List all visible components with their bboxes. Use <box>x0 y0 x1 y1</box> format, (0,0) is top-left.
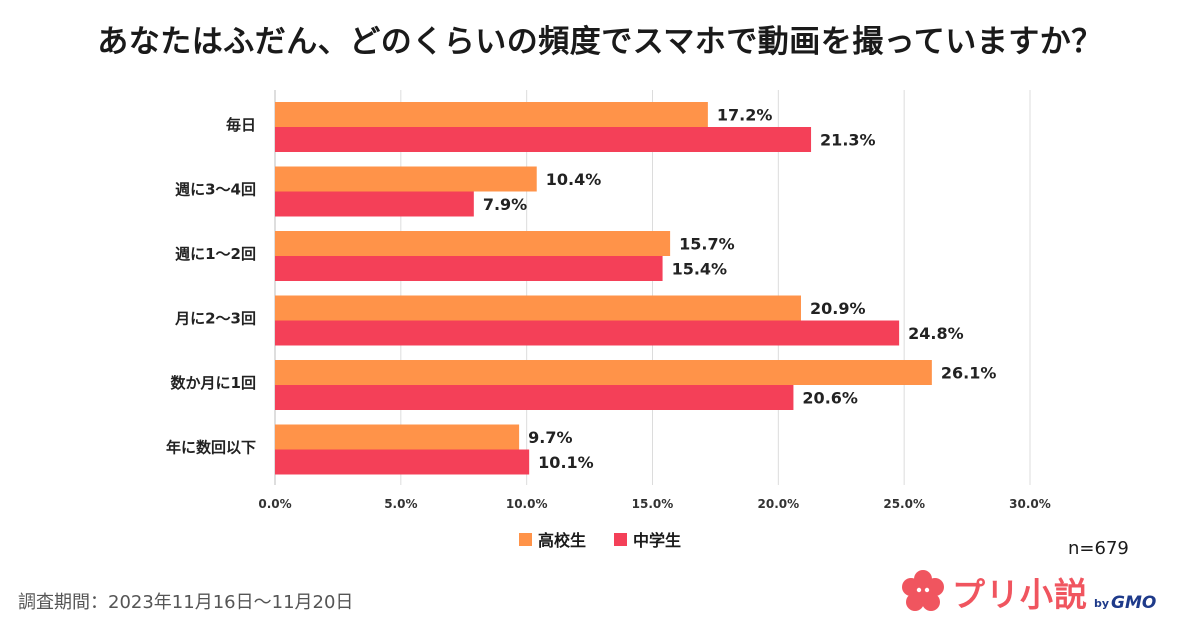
bar-junior-high <box>275 320 900 346</box>
data-label: 9.7% <box>528 428 572 447</box>
data-label: 26.1% <box>941 364 997 383</box>
bar-junior-high <box>275 385 794 410</box>
legend: 高校生 中学生 <box>0 527 1200 551</box>
x-tick-label: 20.0% <box>758 497 800 511</box>
category-label: 年に数回以下 <box>166 439 256 457</box>
bar-high-school <box>275 360 932 385</box>
bar-high-school <box>275 102 708 127</box>
sample-size: n=679 <box>1068 538 1129 559</box>
bar-junior-high <box>275 191 474 217</box>
x-tick-label: 10.0% <box>506 497 548 511</box>
bar-junior-high <box>275 127 812 152</box>
data-label: 20.9% <box>810 299 866 318</box>
chart-title: あなたはふだん、どのくらいの頻度でスマホで動画を撮っていますか？ <box>97 24 1103 60</box>
data-label: 15.4% <box>672 260 728 279</box>
data-label: 17.2% <box>717 106 773 125</box>
legend-label-junior-high: 中学生 <box>633 531 682 550</box>
data-label: 21.3% <box>820 131 876 150</box>
brand-logo: プリ小説 by GMO <box>900 566 1185 618</box>
legend-swatch-high-school <box>518 532 532 546</box>
data-label: 15.7% <box>679 235 735 254</box>
x-tick-label: 30.0% <box>1009 497 1051 511</box>
bar-high-school <box>275 166 537 192</box>
legend-label-high-school: 高校生 <box>537 531 586 550</box>
x-tick-label: 0.0% <box>258 497 291 511</box>
bar-junior-high <box>275 256 663 281</box>
category-label: 数か月に1回 <box>171 374 256 392</box>
bar-high-school <box>275 424 520 450</box>
data-label: 10.4% <box>546 170 602 189</box>
logo-text: プリ小説 <box>952 575 1088 614</box>
x-tick-label: 15.0% <box>632 497 674 511</box>
x-tick-label: 5.0% <box>384 497 417 511</box>
data-label: 20.6% <box>802 389 858 408</box>
data-label: 10.1% <box>538 453 594 472</box>
bar-high-school <box>275 295 801 321</box>
data-label: 24.8% <box>908 324 964 343</box>
survey-period: 調査期間：2023年11月16日〜11月20日 <box>18 592 354 613</box>
category-label: 月に2〜3回 <box>174 310 256 328</box>
bar-junior-high <box>275 449 530 475</box>
legend-swatch-junior-high <box>614 532 627 546</box>
data-label: 7.9% <box>483 195 527 214</box>
logo-brand: GMO <box>1111 593 1157 613</box>
x-tick-label: 25.0% <box>883 497 925 511</box>
bar-high-school <box>275 231 671 256</box>
legend-item-junior-high: 中学生 <box>614 527 681 551</box>
category-label: 週に3〜4回 <box>175 181 256 199</box>
category-label: 週に1〜2回 <box>175 245 256 263</box>
legend-item-high-school: 高校生 <box>518 527 586 551</box>
logo-by: by <box>1094 597 1110 610</box>
category-label: 毎日 <box>226 116 256 134</box>
flower-logo-icon <box>902 570 944 611</box>
